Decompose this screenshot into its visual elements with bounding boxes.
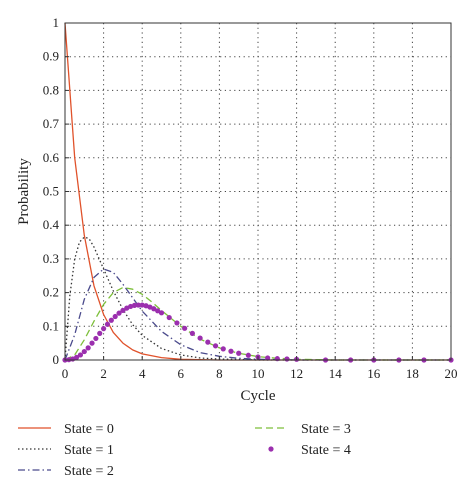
x-tick-label: 20	[445, 366, 458, 381]
data-point	[212, 343, 219, 349]
data-point	[220, 346, 226, 352]
legend-label: State = 2	[64, 464, 114, 479]
legend-label: State = 1	[64, 443, 114, 458]
legend: State = 0 State = 1 State = 2 State = 3 Stat…	[18, 422, 351, 479]
legend-item: State = 1	[18, 443, 114, 458]
y-tick-label: 0.4	[43, 217, 60, 232]
data-point	[189, 330, 195, 336]
x-tick-label: 8	[216, 366, 223, 381]
tick-labels: 0 2 4 6 8 10 12 14 16 18 20 0 0.1 0.2 0.3 0.4 0.5 0.6 0.7 0…	[43, 15, 458, 381]
data-point	[85, 345, 91, 351]
data-point	[151, 306, 157, 312]
x-axis-label: Cycle	[241, 388, 276, 404]
y-tick-label: 0.6	[43, 150, 60, 165]
legend-item: State = 3	[255, 422, 351, 437]
data-point	[108, 317, 114, 323]
data-point	[228, 348, 234, 354]
data-point	[182, 325, 188, 331]
y-tick-label: 0.9	[43, 49, 59, 64]
x-tick-label: 18	[406, 366, 419, 381]
x-tick-label: 0	[62, 366, 69, 381]
y-tick-label: 0.5	[43, 184, 59, 199]
data-point	[197, 335, 203, 341]
y-tick-label: 0.3	[43, 251, 59, 266]
y-tick-label: 0.1	[43, 318, 59, 333]
series-line	[64, 286, 451, 361]
data-point	[284, 356, 290, 362]
data-point	[97, 330, 103, 336]
data-point	[174, 320, 180, 326]
data-point	[166, 314, 172, 321]
y-tick-label: 1	[53, 15, 60, 30]
data-point	[245, 352, 251, 358]
legend-label: State = 4	[301, 443, 351, 458]
x-tick-label: 14	[329, 366, 343, 381]
data-point	[104, 321, 111, 327]
data-point	[93, 335, 99, 342]
data-point	[73, 354, 80, 360]
data-point	[158, 310, 165, 316]
series-2	[64, 268, 451, 361]
legend-label: State = 3	[301, 422, 351, 437]
data-point	[116, 310, 122, 316]
data-point	[205, 339, 211, 345]
y-axis-label: Probability	[16, 158, 32, 225]
x-tick-label: 4	[139, 366, 146, 381]
x-tick-label: 10	[252, 366, 265, 381]
legend-item: State = 4	[268, 443, 351, 458]
legend-marker	[268, 446, 274, 452]
data-point	[131, 302, 138, 309]
x-tick-label: 12	[290, 366, 303, 381]
data-point	[155, 308, 161, 314]
y-tick-label: 0.8	[43, 82, 59, 97]
data-point	[135, 302, 141, 308]
data-point	[265, 355, 271, 361]
data-point	[120, 307, 126, 314]
series-3	[64, 286, 451, 361]
legend-item: State = 2	[18, 464, 114, 479]
data-point	[81, 348, 87, 355]
data-point	[77, 352, 84, 358]
data-point	[101, 326, 107, 332]
y-tick-label: 0.7	[43, 116, 60, 131]
series-line	[64, 268, 451, 361]
y-tick-label: 0.2	[43, 285, 59, 300]
x-tick-label: 16	[367, 366, 381, 381]
data-point	[139, 302, 145, 308]
legend-item: State = 0	[18, 422, 114, 437]
legend-label: State = 0	[64, 422, 114, 437]
x-tick-label: 6	[178, 366, 185, 381]
data-point	[112, 313, 118, 320]
y-tick-label: 0	[53, 352, 60, 367]
data-point	[89, 340, 95, 346]
x-tick-label: 2	[100, 366, 107, 381]
grid	[65, 23, 451, 360]
data-point	[236, 350, 242, 356]
